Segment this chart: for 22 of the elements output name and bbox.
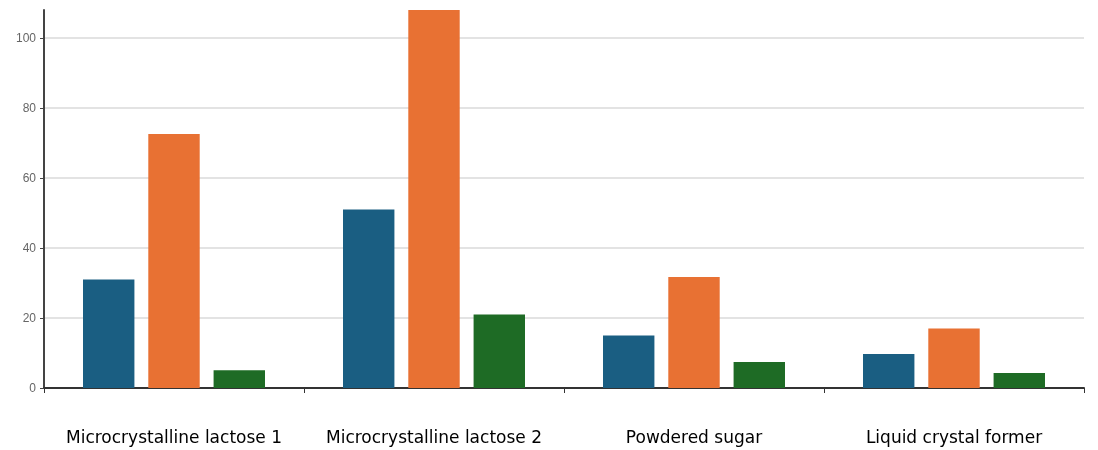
y-tick-label: 0 — [29, 381, 37, 395]
bar — [408, 10, 460, 388]
y-tick-label: 20 — [22, 311, 37, 325]
bar — [668, 277, 720, 388]
x-tick-label: Powdered sugar — [625, 426, 763, 447]
bar — [473, 314, 525, 388]
x-tick-label: Microcrystalline lactose 1 — [66, 426, 282, 447]
x-tick-label: Liquid crystal former — [865, 426, 1043, 447]
y-tick-label: 60 — [22, 171, 37, 185]
bar — [343, 209, 395, 388]
y-tick-label: 40 — [22, 241, 37, 255]
x-tick-label: Microcrystalline lactose 2 — [326, 426, 542, 447]
bar — [993, 372, 1045, 388]
y-tick-label: 100 — [15, 31, 37, 45]
bar — [213, 370, 265, 388]
bar — [928, 328, 980, 388]
bar — [83, 279, 135, 388]
bar — [148, 133, 200, 388]
bar — [863, 354, 915, 388]
y-tick-label: 80 — [22, 101, 37, 115]
bar — [733, 362, 785, 388]
bar — [603, 335, 655, 388]
